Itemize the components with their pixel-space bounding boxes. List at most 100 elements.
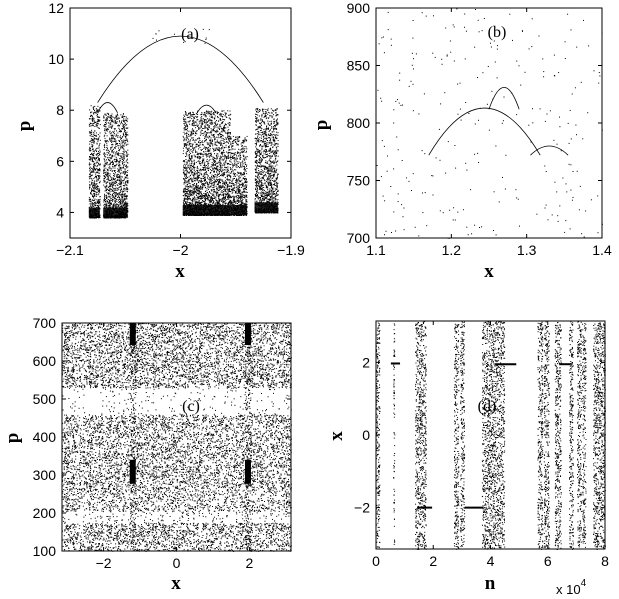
data-point [184, 111, 186, 112]
data-point [195, 178, 196, 180]
data-point [196, 157, 198, 158]
data-point [112, 188, 114, 190]
data-point [189, 135, 191, 137]
data-point [116, 184, 118, 186]
data-point [96, 201, 98, 203]
data-point [111, 150, 113, 152]
data-point [188, 164, 190, 166]
data-point [96, 139, 98, 140]
data-point [110, 176, 112, 178]
data-point [114, 170, 116, 172]
data-point [213, 126, 215, 128]
data-point [227, 194, 229, 196]
data-point [202, 197, 203, 199]
data-point [196, 123, 198, 125]
data-point [200, 156, 202, 158]
data-point [227, 197, 229, 199]
data-point [90, 135, 92, 137]
data-point [205, 198, 206, 200]
data-point [111, 144, 113, 146]
data-point [222, 199, 224, 201]
data-point [223, 127, 225, 129]
data-point [110, 140, 112, 142]
data-point [197, 114, 199, 115]
data-point [109, 196, 111, 198]
data-point [105, 162, 107, 164]
data-point [183, 129, 185, 131]
data-point [187, 198, 189, 200]
data-point [189, 203, 191, 205]
data-point [218, 185, 220, 187]
data-point [201, 141, 203, 143]
data-point [91, 180, 93, 181]
data-point [191, 200, 193, 202]
data-point [199, 161, 201, 162]
data-point [90, 203, 92, 205]
data-point [207, 153, 209, 155]
data-point [90, 176, 92, 178]
data-point [120, 142, 122, 144]
data-point [242, 164, 244, 166]
data-point [206, 198, 208, 200]
data-point [121, 181, 123, 183]
data-point [185, 193, 187, 194]
data-point [233, 198, 235, 200]
data-point [235, 158, 237, 160]
data-point [122, 180, 124, 182]
data-point [98, 190, 100, 192]
data-point [90, 193, 91, 195]
data-point [125, 137, 127, 139]
data-point [119, 200, 121, 202]
data-point [208, 187, 210, 189]
data-point [187, 202, 189, 204]
data-point [107, 157, 108, 159]
data-point [121, 202, 123, 204]
data-point [216, 126, 218, 128]
data-point [227, 133, 229, 135]
data-point [184, 198, 186, 200]
data-point [118, 201, 120, 203]
data-point [91, 122, 93, 124]
data-point [192, 178, 194, 180]
data-point [116, 179, 118, 181]
data-point [216, 139, 218, 141]
data-point [97, 118, 99, 120]
data-point [240, 156, 242, 158]
data-point [119, 191, 121, 193]
data-point [93, 169, 95, 170]
data-point [119, 205, 121, 207]
data-point [193, 125, 195, 127]
data-point [103, 164, 105, 166]
data-point [89, 147, 90, 149]
data-point [195, 121, 197, 123]
data-point [108, 157, 110, 159]
data-point [123, 204, 125, 206]
data-point [200, 152, 202, 154]
data-point [184, 201, 186, 202]
data-point [189, 117, 191, 119]
data-point [117, 206, 119, 207]
data-point [186, 203, 187, 205]
data-point [225, 142, 227, 143]
data-point [224, 119, 226, 121]
data-point [211, 142, 212, 144]
data-point [123, 164, 125, 166]
data-point [115, 161, 117, 163]
data-point [202, 127, 204, 129]
data-point [121, 196, 123, 198]
data-point [117, 136, 118, 138]
data-point [207, 161, 209, 163]
data-point [225, 127, 227, 129]
data-point [196, 175, 198, 177]
data-point [121, 120, 123, 122]
data-point [193, 190, 195, 192]
data-point [190, 132, 192, 134]
data-point [121, 136, 123, 138]
data-point [119, 203, 121, 205]
data-point [209, 141, 211, 143]
data-point [125, 142, 127, 144]
data-point [194, 142, 196, 143]
data-point [105, 195, 107, 197]
data-point [99, 189, 101, 191]
data-point [194, 115, 196, 117]
